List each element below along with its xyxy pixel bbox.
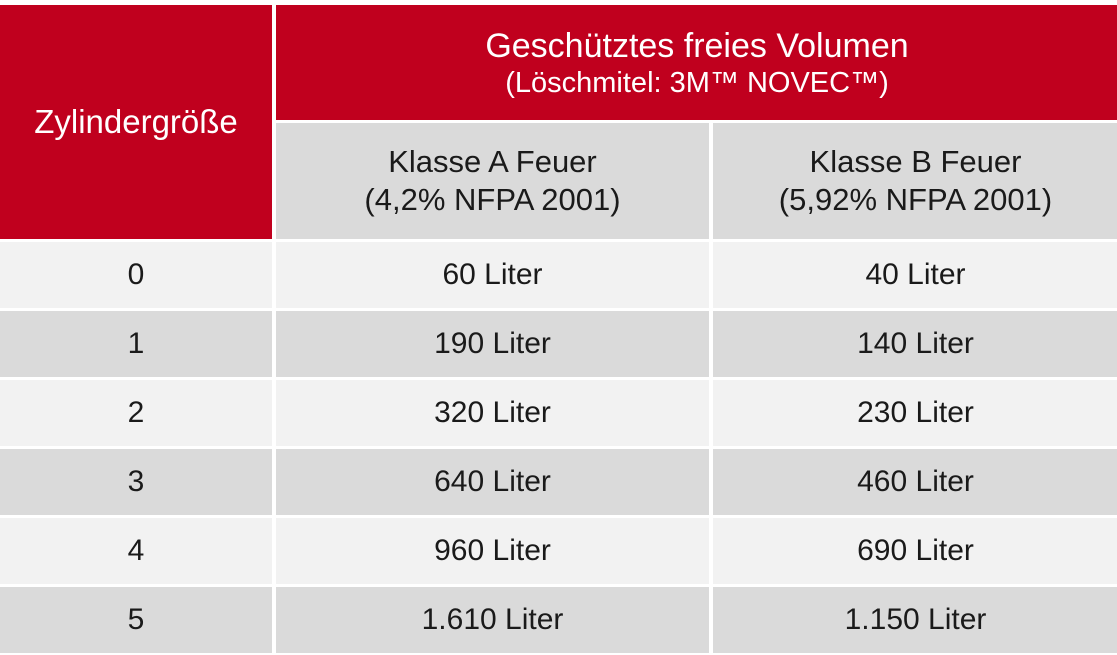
header-volume-title: Geschütztes freies Volumen — [485, 26, 909, 65]
header-class-b-sub: (5,92% NFPA 2001) — [778, 182, 1053, 217]
header-class-a-sub: (4,2% NFPA 2001) — [364, 182, 621, 217]
cell-class-b: 460 Liter — [713, 449, 1117, 515]
cell-class-b: 230 Liter — [713, 380, 1117, 446]
header-cylinder-size-label: Zylindergröße — [34, 103, 238, 140]
cell-size: 4 — [0, 518, 272, 584]
cell-size: 2 — [0, 380, 272, 446]
cell-size: 0 — [0, 242, 272, 308]
cell-class-a: 60 Liter — [276, 242, 709, 308]
header-class-b: Klasse B Feuer (5,92% NFPA 2001) — [713, 123, 1117, 239]
header-class-b-title: Klasse B Feuer — [809, 144, 1022, 179]
cell-class-b: 1.150 Liter — [713, 587, 1117, 653]
header-class-a-title: Klasse A Feuer — [388, 144, 597, 179]
header-volume-subtitle: (Löschmitel: 3M™ NOVEC™) — [505, 66, 889, 99]
cell-size: 3 — [0, 449, 272, 515]
cell-class-a: 960 Liter — [276, 518, 709, 584]
cell-class-b: 690 Liter — [713, 518, 1117, 584]
header-class-a: Klasse A Feuer (4,2% NFPA 2001) — [276, 123, 709, 239]
header-protected-volume: Geschütztes freies Volumen (Löschmitel: … — [276, 5, 1117, 120]
cell-class-b: 40 Liter — [713, 242, 1117, 308]
cell-class-a: 1.610 Liter — [276, 587, 709, 653]
cell-class-a: 320 Liter — [276, 380, 709, 446]
header-cylinder-size: Zylindergröße — [0, 5, 272, 239]
cell-class-a: 190 Liter — [276, 311, 709, 377]
cell-size: 5 — [0, 587, 272, 653]
cell-size: 1 — [0, 311, 272, 377]
cell-class-a: 640 Liter — [276, 449, 709, 515]
cell-class-b: 140 Liter — [713, 311, 1117, 377]
